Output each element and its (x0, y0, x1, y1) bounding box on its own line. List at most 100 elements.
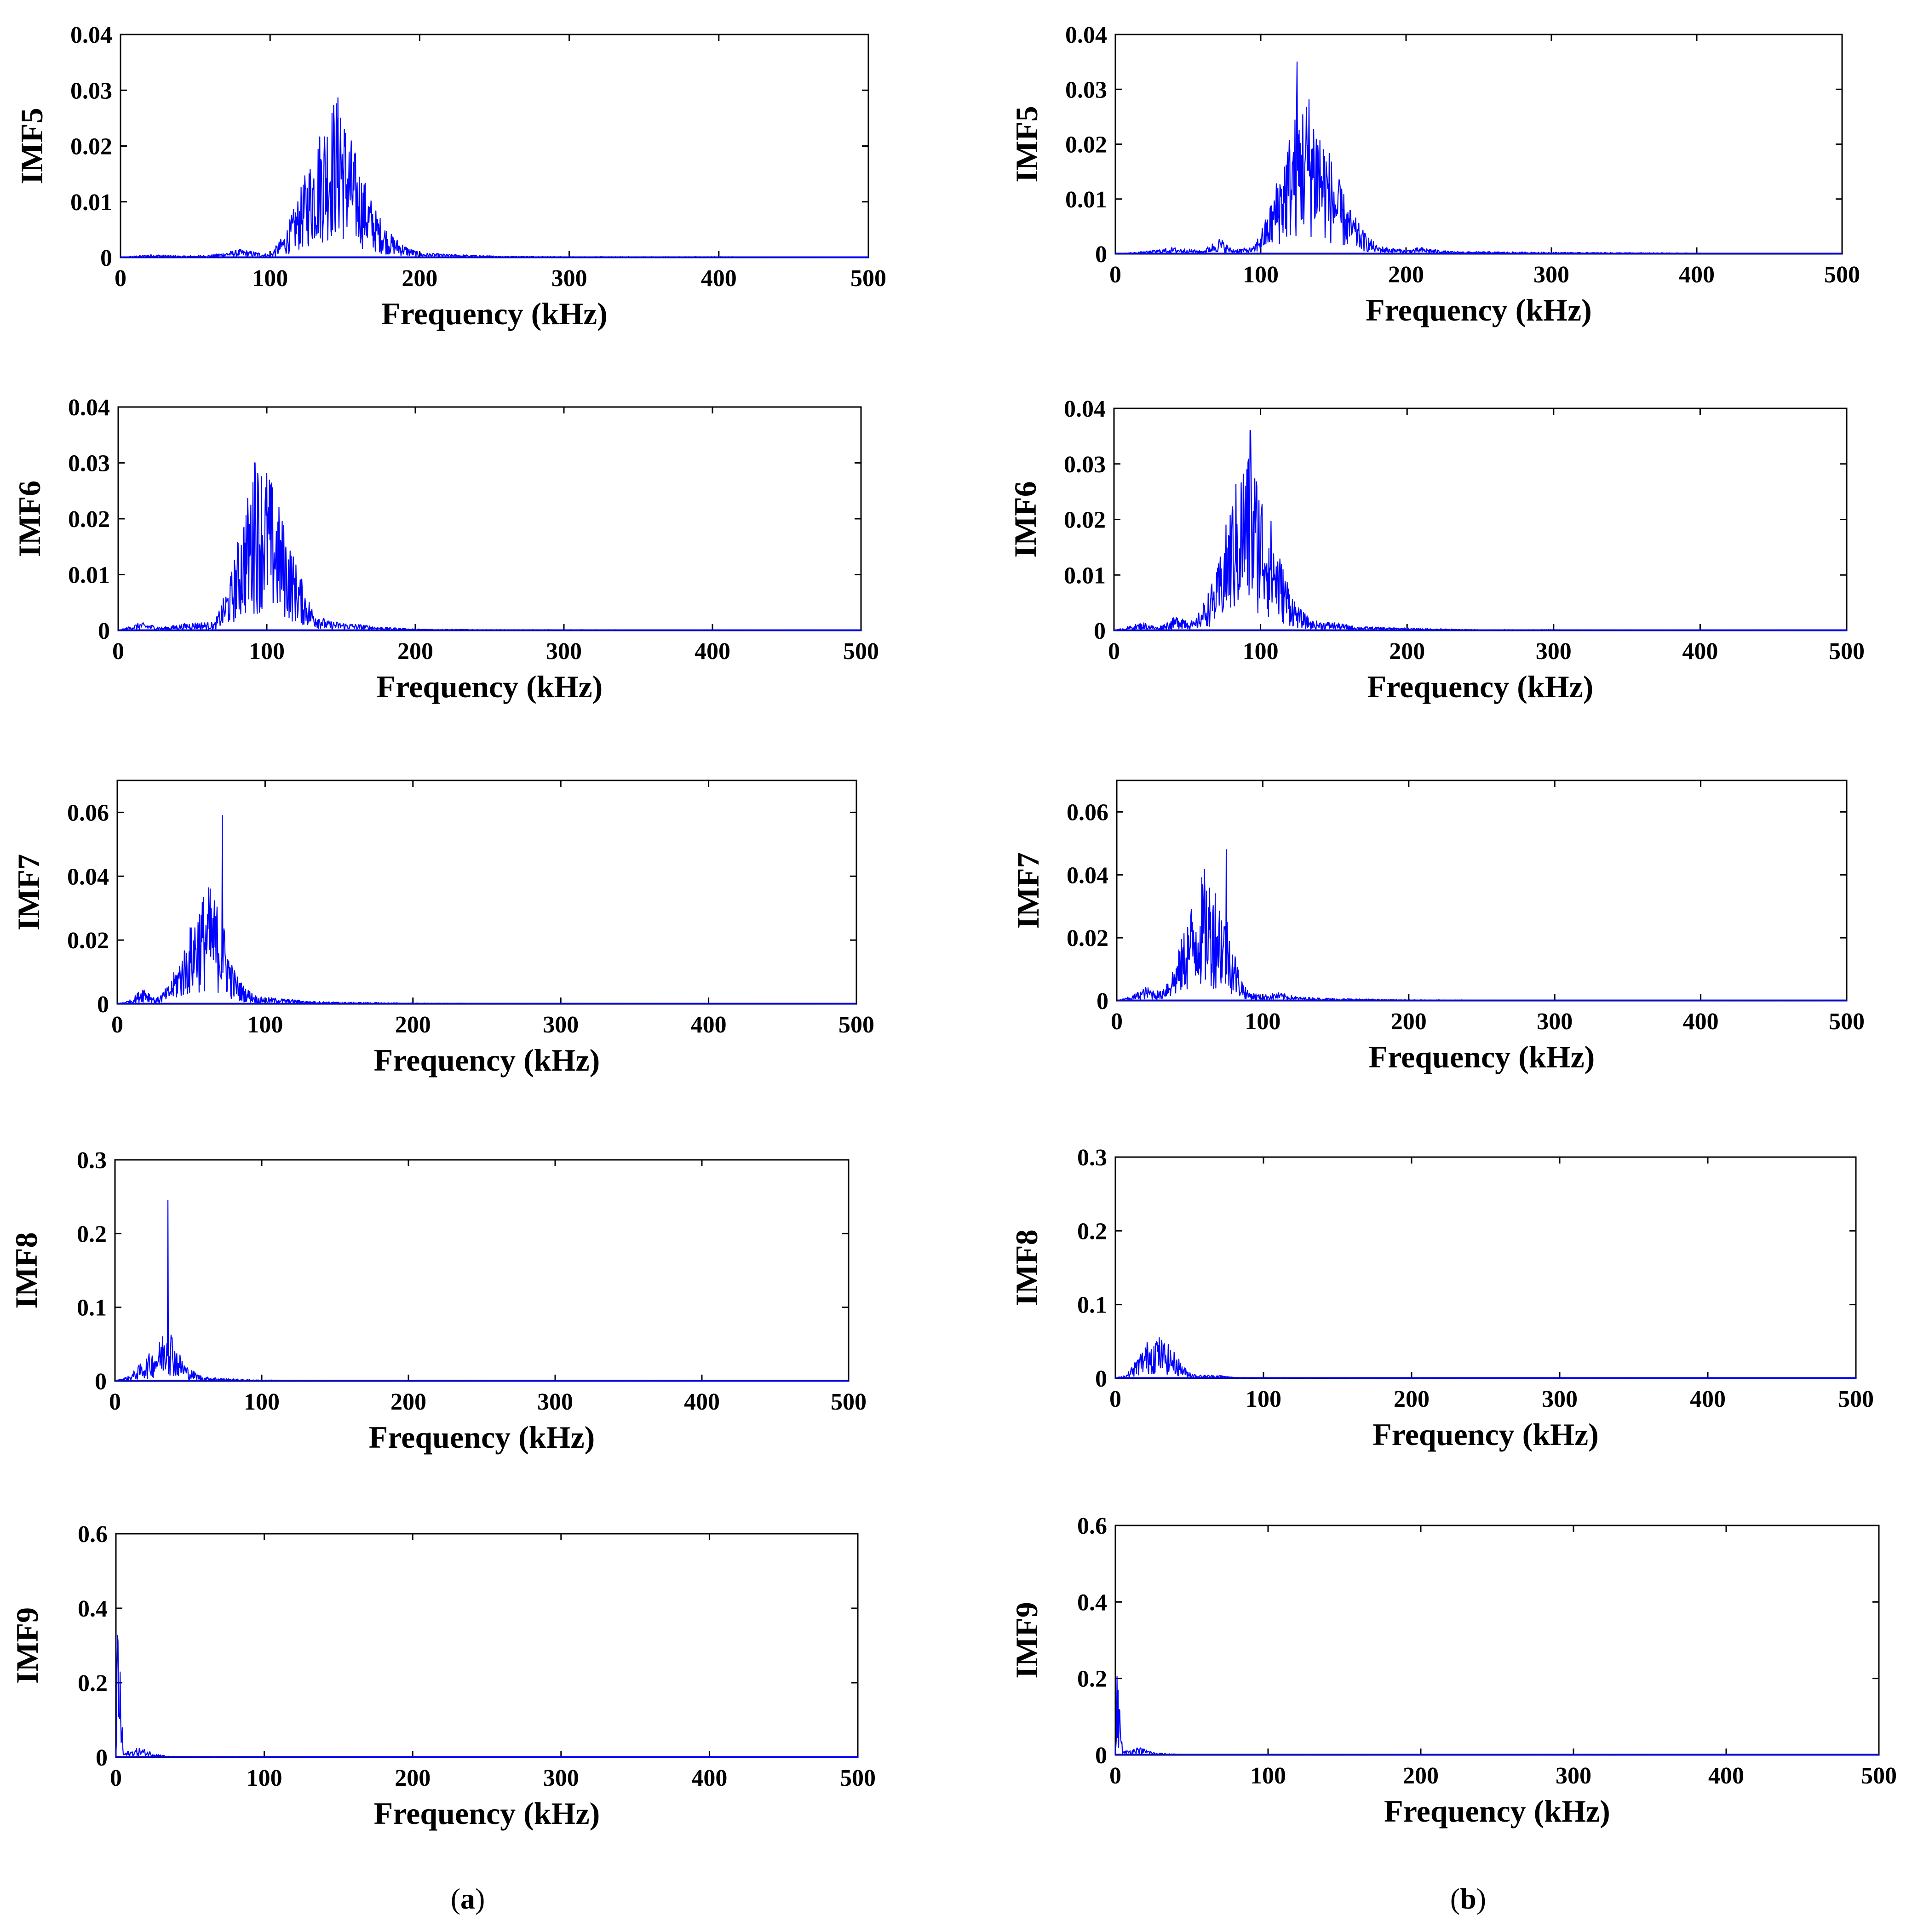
x-tick-label: 200 (1394, 1386, 1430, 1412)
chart-panel-b-imf9: 0 100 200 300 400 500 0 0.2 0.4 0.6 Frequency (kHz… (1009, 1513, 1897, 1829)
x-tick-label: 100 (247, 1012, 283, 1038)
y-axis-label: IMF7 (11, 854, 46, 930)
y-tick-label: 0.6 (78, 1521, 108, 1548)
x-tick-label: 400 (695, 638, 730, 665)
x-tick-label: 0 (1108, 638, 1120, 665)
plot-frame (1114, 34, 1843, 255)
y-tick-label: 0.2 (1077, 1666, 1107, 1692)
y-tick-label: 0.01 (1064, 562, 1106, 589)
y-tick-label: 0.4 (1077, 1589, 1107, 1616)
x-tick-label: 200 (397, 638, 433, 665)
y-axis-label: IMF9 (10, 1607, 45, 1684)
x-tick-label: 0 (1111, 1009, 1123, 1035)
y-axis-label: IMF5 (14, 108, 49, 184)
y-tick-label: 0.04 (1067, 862, 1108, 889)
x-tick-label: 0 (111, 1012, 123, 1038)
y-tick-label: 0.06 (67, 800, 109, 826)
y-tick-label: 0 (1095, 241, 1107, 268)
x-tick-label: 400 (1708, 1763, 1744, 1789)
y-tick-label: 0.2 (77, 1221, 107, 1247)
x-tick-label: 100 (1245, 1009, 1280, 1035)
x-tick-label: 500 (850, 265, 886, 292)
caption-a-open: ( (451, 1882, 460, 1915)
caption-a-letter: a (460, 1882, 475, 1915)
y-tick-label: 0.04 (1065, 22, 1107, 48)
x-tick-label: 500 (1838, 1386, 1874, 1412)
chart-panel-b-imf7: 0 100 200 300 400 500 0 0.02 0.04 0.06 Frequency (… (1011, 780, 1865, 1074)
chart-panel-a-imf7: 0 100 200 300 400 500 0 0.02 0.04 0.06 Frequency (… (11, 780, 874, 1078)
y-tick-label: 0.03 (68, 451, 110, 477)
x-tick-label: 400 (1683, 1009, 1719, 1035)
y-tick-label: 0.1 (1077, 1292, 1107, 1319)
x-tick-label: 200 (395, 1765, 431, 1791)
y-tick-label: 0.02 (70, 134, 112, 160)
x-tick-label: 0 (115, 265, 126, 292)
x-tick-label: 200 (1388, 262, 1424, 288)
x-tick-label: 200 (402, 265, 437, 292)
x-tick-label: 500 (831, 1389, 867, 1415)
x-tick-label: 0 (1109, 1386, 1121, 1412)
x-tick-label: 400 (1682, 638, 1718, 665)
x-tick-label: 500 (1829, 638, 1865, 665)
plot-frame (1114, 1156, 1857, 1379)
x-tick-label: 100 (1243, 262, 1279, 288)
y-tick-label: 0 (98, 618, 110, 644)
x-tick-label: 400 (1690, 1386, 1726, 1412)
y-axis-label: IMF8 (9, 1232, 44, 1308)
y-axis-label: IMF6 (1008, 481, 1043, 557)
x-tick-label: 500 (1861, 1763, 1897, 1789)
x-tick-label: 500 (840, 1765, 876, 1791)
x-tick-label: 100 (252, 265, 288, 292)
x-tick-label: 300 (543, 1012, 579, 1038)
plot-frame (116, 780, 857, 1005)
x-tick-label: 0 (109, 1389, 121, 1415)
chart-panel-b-imf8: 0 100 200 300 400 500 0 0.1 0.2 0.3 Frequency (kHz… (1009, 1145, 1874, 1452)
x-axis-label: Frequency (kHz) (374, 1796, 600, 1831)
x-tick-label: 500 (838, 1012, 874, 1038)
x-tick-label: 100 (1243, 638, 1279, 665)
x-axis-label: Frequency (kHz) (369, 1420, 595, 1455)
y-tick-label: 0.03 (1065, 77, 1107, 103)
x-tick-label: 100 (1250, 1763, 1286, 1789)
y-tick-label: 0.4 (78, 1596, 108, 1622)
x-tick-label: 0 (112, 638, 124, 665)
plot-frame (1114, 1525, 1880, 1756)
x-tick-label: 300 (1556, 1763, 1591, 1789)
plot-frame (1116, 780, 1848, 1002)
chart-panel-a-imf9: 0 100 200 300 400 500 0 0.2 0.4 0.6 Frequency (kHz… (10, 1521, 876, 1831)
x-tick-label: 500 (1829, 1009, 1865, 1035)
plot-frame (115, 1533, 859, 1758)
x-tick-label: 0 (110, 1765, 122, 1791)
y-tick-label: 0.06 (1067, 799, 1108, 826)
y-tick-label: 0.01 (1065, 187, 1107, 213)
y-axis-label: IMF9 (1009, 1602, 1044, 1678)
x-axis-label: Frequency (kHz) (1366, 292, 1592, 327)
x-tick-label: 400 (691, 1012, 727, 1038)
y-tick-label: 0 (1095, 1743, 1107, 1769)
chart-panel-a-imf8: 0 100 200 300 400 500 0 0.1 0.2 0.3 Frequency (kHz… (9, 1147, 867, 1455)
panels: 0 100 200 300 400 500 0 0.01 0.02 0.03 0.04 Frequen… (9, 22, 1897, 1831)
caption-b-close: ) (1476, 1882, 1486, 1915)
x-tick-label: 100 (247, 1765, 282, 1791)
y-tick-label: 0.2 (1077, 1218, 1107, 1244)
x-tick-label: 100 (244, 1389, 280, 1415)
caption-b-letter: b (1460, 1882, 1476, 1915)
x-tick-label: 500 (1824, 262, 1860, 288)
x-tick-label: 300 (551, 265, 587, 292)
y-tick-label: 0.02 (1065, 132, 1107, 158)
x-axis-label: Frequency (kHz) (381, 296, 608, 331)
y-axis-label: IMF8 (1009, 1229, 1044, 1306)
x-tick-label: 400 (684, 1389, 720, 1415)
x-tick-label: 400 (701, 265, 737, 292)
plot-frame (114, 1159, 850, 1382)
x-tick-label: 300 (1533, 262, 1569, 288)
y-tick-label: 0.02 (68, 506, 110, 533)
y-tick-label: 0 (95, 1369, 107, 1395)
x-tick-label: 500 (843, 638, 879, 665)
x-tick-label: 0 (1109, 262, 1121, 288)
x-tick-label: 200 (390, 1389, 426, 1415)
y-tick-label: 0.03 (1064, 452, 1106, 478)
y-tick-label: 0 (100, 245, 112, 271)
x-tick-label: 400 (1679, 262, 1715, 288)
y-tick-label: 0.2 (78, 1670, 108, 1697)
